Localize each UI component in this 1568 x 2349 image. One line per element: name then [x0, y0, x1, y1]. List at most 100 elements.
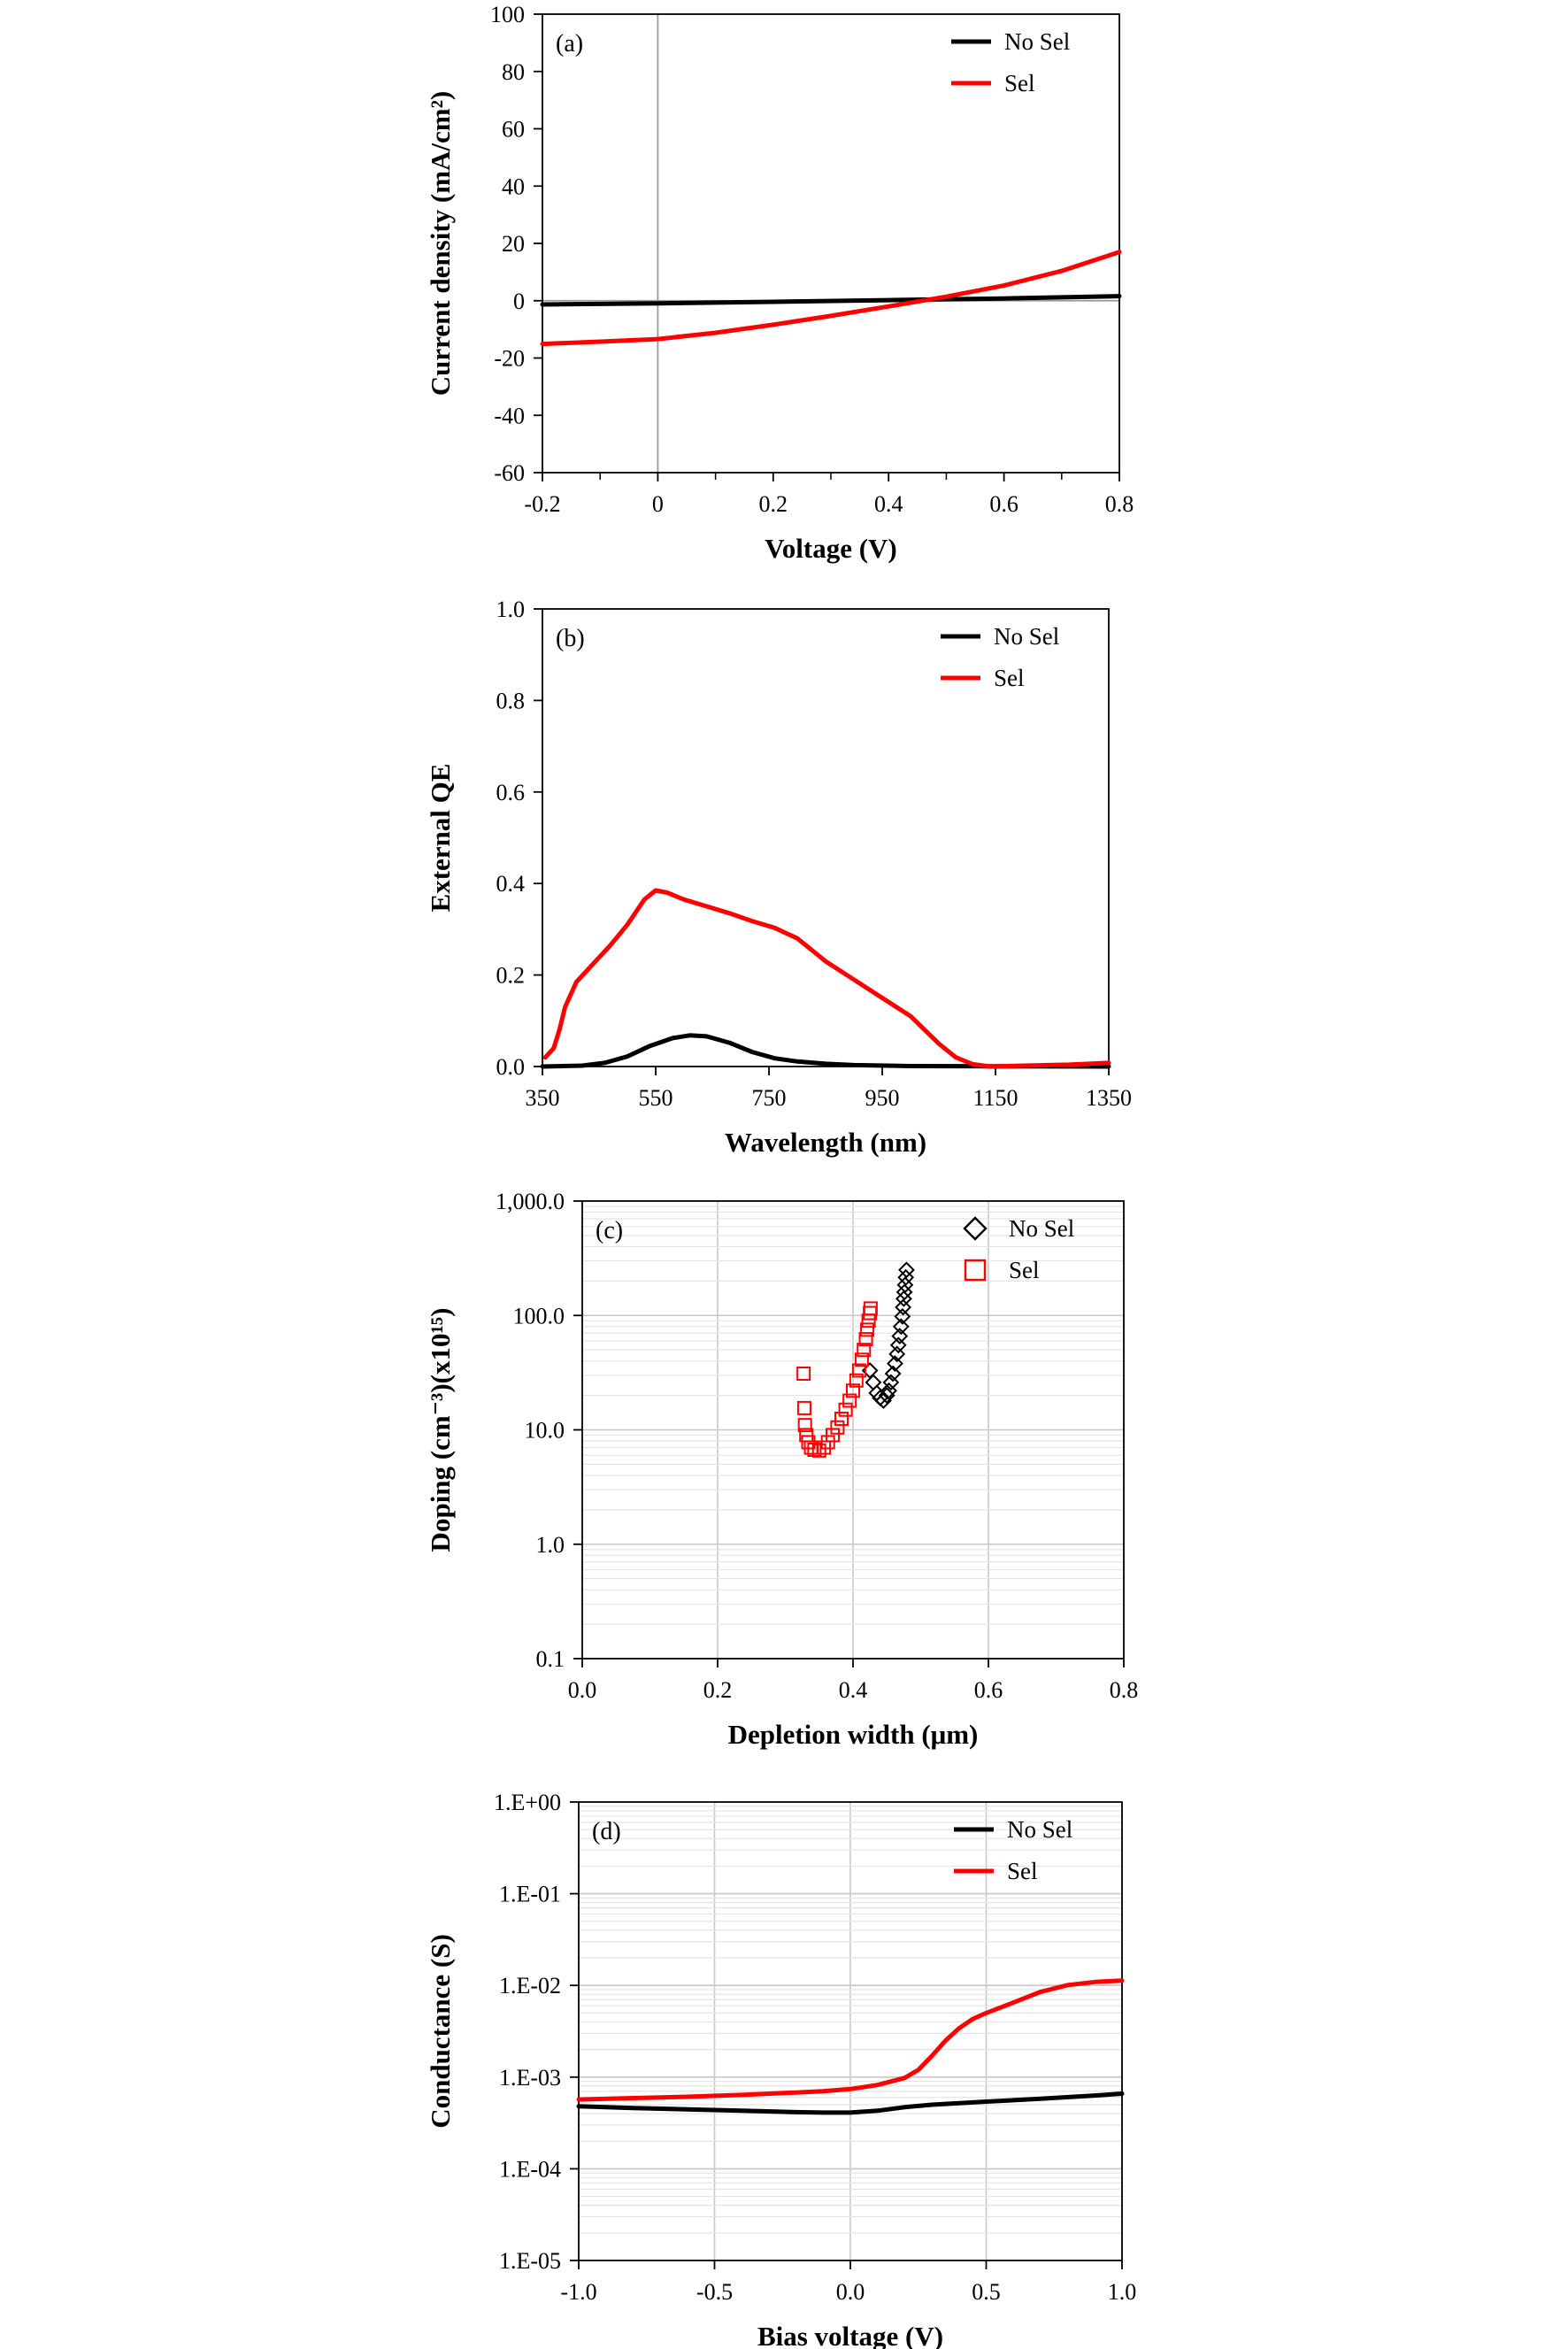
y-tick-label: 0.1	[536, 1646, 565, 1672]
y-tick-label: -40	[494, 403, 525, 428]
y-axis-title: Current density (mA/cm²)	[425, 91, 456, 397]
data-point	[880, 1382, 897, 1399]
panel-label: (d)	[592, 1818, 621, 1845]
y-tick-label: 1.E-04	[499, 2156, 561, 2182]
data-point	[797, 1418, 812, 1433]
data-point	[858, 1332, 873, 1347]
x-tick-label: 0.5	[972, 2279, 1001, 2305]
plot-frame	[542, 608, 1110, 1067]
legend-swatch	[963, 1216, 988, 1241]
data-point	[898, 1261, 915, 1279]
x-tick-label: 0.6	[974, 1677, 1003, 1703]
legend-label: No Sel	[1007, 1816, 1072, 1843]
data-point	[894, 1307, 911, 1325]
data-point	[838, 1402, 853, 1417]
y-tick-label: 0	[513, 289, 525, 314]
series-line	[540, 1033, 1111, 1069]
x-tick-label: 0	[652, 491, 664, 517]
x-axis-title: Depletion width (μm)	[728, 1719, 979, 1750]
data-point	[884, 1365, 902, 1382]
x-axis-title: Bias voltage (V)	[757, 2321, 943, 2349]
y-tick-label: 0.4	[496, 871, 526, 897]
data-point	[857, 1343, 872, 1358]
y-tick-label: 0.6	[496, 780, 526, 805]
x-tick-label: 0.4	[839, 1677, 868, 1703]
chart-panel-a: -60 -40 -20 0 20 40 60 80 100 -0.2 0 0.2 0.4 0.6 0.8 Vo…	[425, 2, 1134, 564]
series-sel: Sel	[576, 1858, 1125, 2102]
series-line	[542, 888, 1111, 1069]
y-axis-title: External QE	[425, 764, 456, 913]
y-tick-label: 0.0	[496, 1054, 526, 1080]
y-tick-label: 0.8	[496, 688, 526, 713]
y-tick-label: 1.0	[496, 597, 526, 622]
data-point	[892, 1318, 910, 1336]
y-tick-label: 1.E+00	[494, 1790, 561, 1815]
panel-label: (a)	[556, 30, 583, 58]
data-point	[826, 1428, 841, 1443]
panel-label: (b)	[556, 625, 585, 652]
y-tick-label: 20	[502, 231, 525, 257]
y-tick-label: -60	[494, 460, 525, 486]
chart-panel-c: 0.1 1.0 10.0 100.0 1,000.0 0.0 0.2 0.4 0.6 0.8 Dep…	[425, 1189, 1138, 1750]
y-tick-label: 60	[502, 117, 525, 142]
data-point	[860, 1322, 875, 1337]
x-tick-label: 0.8	[1110, 1677, 1139, 1703]
y-axis-title: Conductance (S)	[425, 1934, 456, 2129]
x-tick-label: 0.8	[1105, 491, 1134, 517]
chart-panel-b: 0.0 0.2 0.4 0.6 0.8 1.0 350 550 750 950 1150 1350 Wa…	[425, 597, 1132, 1158]
data-point	[896, 1276, 914, 1294]
series-line	[540, 250, 1122, 347]
data-point	[834, 1411, 849, 1426]
series-line	[576, 2091, 1125, 2115]
x-tick-label: 0.0	[836, 2279, 865, 2305]
y-tick-label: -20	[494, 346, 525, 372]
x-tick-label: 950	[865, 1085, 900, 1111]
panel-label: (c)	[596, 1217, 623, 1244]
series-no-sel: No Sel	[540, 623, 1111, 1069]
x-tick-label: 0.0	[568, 1677, 597, 1703]
x-tick-label: -0.2	[524, 491, 560, 517]
data-point	[849, 1373, 864, 1388]
legend-swatch	[964, 1259, 987, 1282]
y-tick-label: 0.2	[496, 963, 526, 989]
x-tick-label: 0.6	[989, 491, 1018, 517]
data-point	[796, 1366, 811, 1381]
data-point	[820, 1435, 835, 1450]
y-tick-label: 1.E-03	[499, 2065, 561, 2091]
data-point	[851, 1363, 866, 1378]
y-tick-label: 1.E-02	[499, 1973, 561, 1999]
data-point	[796, 1400, 811, 1415]
x-tick-label: -0.5	[696, 2279, 733, 2305]
x-tick-label: 550	[639, 1085, 673, 1111]
legend-label: Sel	[994, 665, 1025, 691]
data-point	[842, 1393, 857, 1408]
x-tick-label: 1.0	[1108, 2279, 1137, 2305]
chart-panel-d: 1.E-05 1.E-04 1.E-03 1.E-02 1.E-01 1.E+00 -1.0…	[425, 1790, 1136, 2349]
series-line	[540, 294, 1122, 307]
y-tick-label: 1,000.0	[496, 1189, 565, 1214]
data-point	[830, 1420, 845, 1435]
data-point	[854, 1352, 869, 1367]
y-tick-label: 1.0	[536, 1532, 565, 1558]
legend-label: Sel	[1007, 1858, 1038, 1884]
y-tick-label: 80	[502, 59, 525, 85]
data-point	[888, 1345, 906, 1363]
y-tick-label: 1.E-05	[499, 2248, 561, 2274]
data-point	[887, 1355, 903, 1372]
x-tick-label: 750	[752, 1085, 787, 1111]
data-point	[895, 1283, 913, 1301]
legend-label: No Sel	[1009, 1215, 1074, 1242]
legend-label: No Sel	[1004, 28, 1070, 55]
x-axis-title: Wavelength (nm)	[725, 1127, 926, 1158]
series-no-sel: No Sel	[540, 28, 1122, 307]
x-tick-label: 0.4	[874, 491, 903, 517]
data-point	[889, 1336, 907, 1354]
data-point	[811, 1443, 826, 1458]
x-tick-label: 0.2	[703, 1677, 733, 1703]
y-tick-label: 100.0	[513, 1303, 565, 1329]
data-point	[897, 1268, 915, 1286]
data-point	[891, 1328, 909, 1344]
y-tick-label: 100	[490, 2, 525, 27]
x-tick-label: 1350	[1086, 1085, 1132, 1111]
